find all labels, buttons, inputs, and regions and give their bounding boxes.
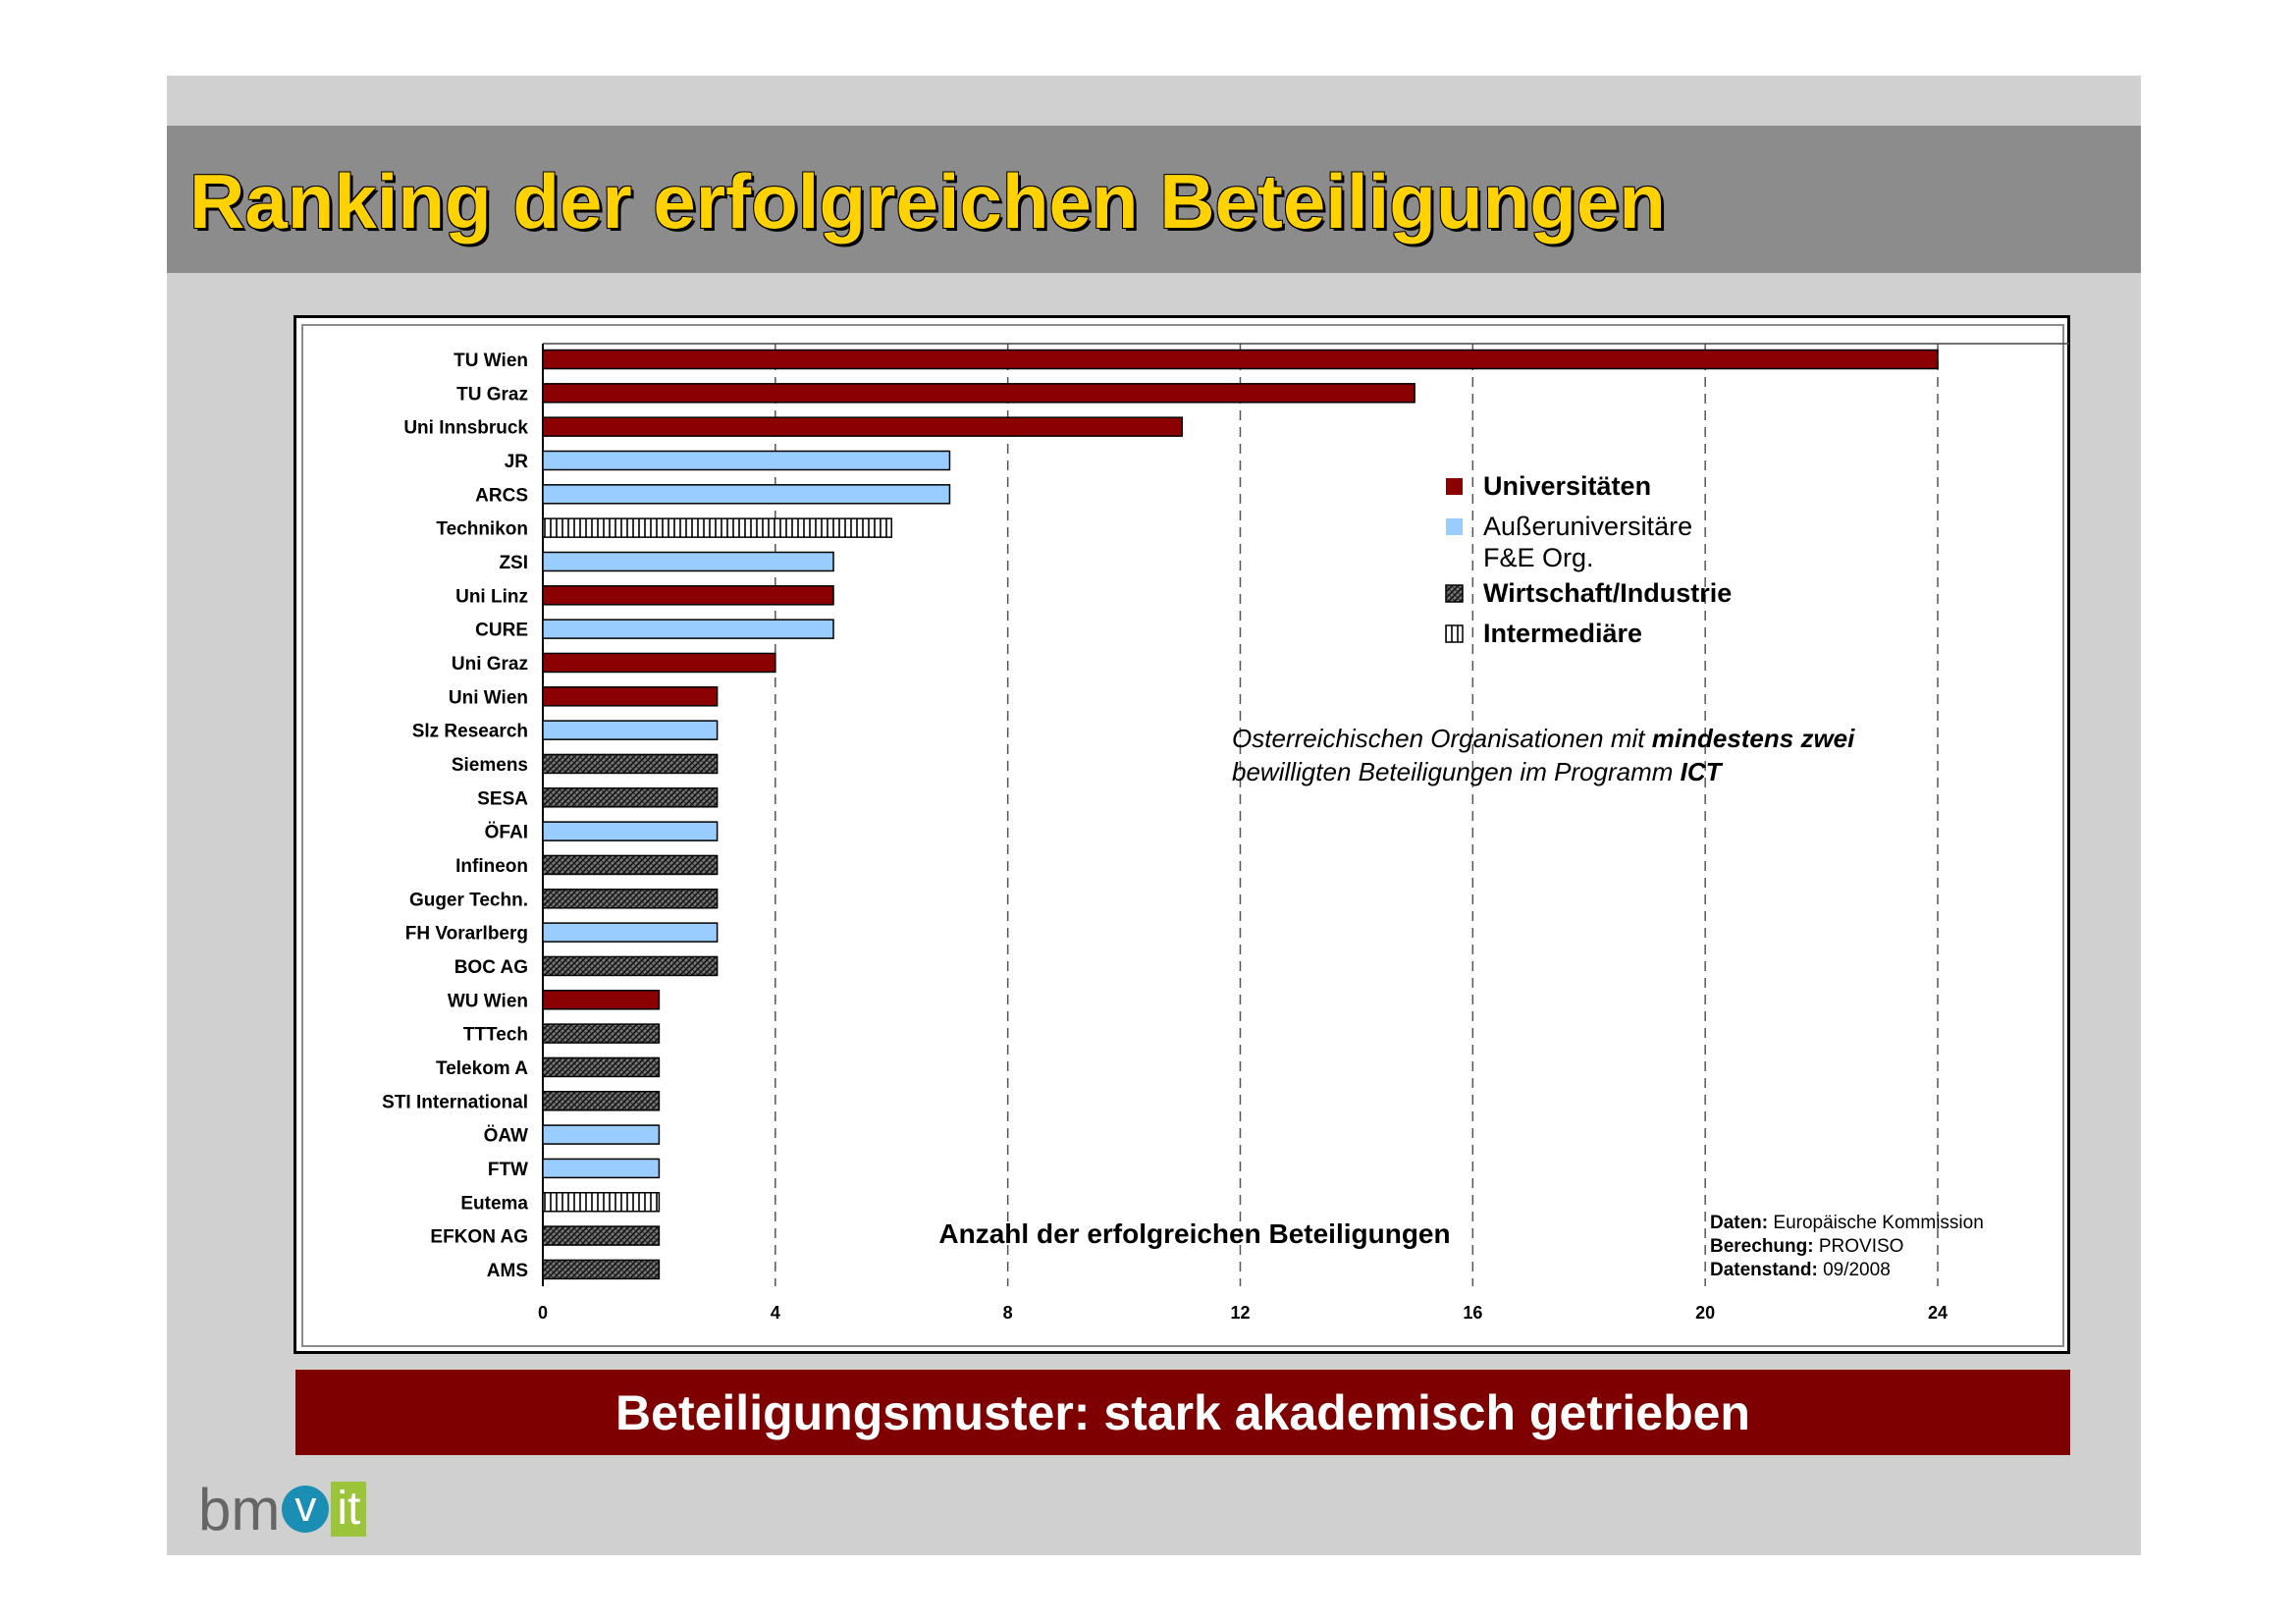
source-line: Daten: Europäische Kommission xyxy=(1710,1213,1984,1233)
category-label: TTTech xyxy=(463,1025,528,1046)
bar xyxy=(542,753,719,775)
slide-title: Ranking der erfolgreichen Beteiligungen xyxy=(189,158,1666,244)
category-label: Technikon xyxy=(436,519,528,540)
bar xyxy=(542,484,951,505)
bar xyxy=(542,1259,661,1280)
logo-suffix: it xyxy=(331,1482,367,1537)
x-tick-label: 12 xyxy=(1230,1303,1250,1323)
x-axis-title: Anzahl der erfolgreichen Beteiligungen xyxy=(938,1218,1450,1249)
category-label: Uni Graz xyxy=(452,654,528,675)
source-line: Datenstand: 09/2008 xyxy=(1710,1260,1891,1280)
category-label: FTW xyxy=(488,1160,528,1180)
x-tick-label: 16 xyxy=(1463,1303,1482,1323)
bar xyxy=(542,787,719,808)
bar xyxy=(542,889,719,909)
x-tick-label: 4 xyxy=(771,1303,780,1323)
bmvit-logo: bm v it xyxy=(198,1475,367,1543)
title-band xyxy=(167,126,2141,273)
x-tick-label: 8 xyxy=(1003,1303,1013,1323)
source-line: Berechung: PROVISO xyxy=(1710,1236,1903,1257)
bar xyxy=(542,1023,661,1044)
bar xyxy=(542,990,661,1010)
bar xyxy=(542,821,719,841)
category-label: JR xyxy=(505,452,529,472)
legend-label-line2: F&E Org. xyxy=(1483,543,1594,572)
category-label: EFKON AG xyxy=(430,1227,528,1248)
bar xyxy=(542,720,719,740)
logo-v: v xyxy=(282,1486,330,1533)
legend-label: Intermediäre xyxy=(1483,619,1642,648)
logo-prefix: bm xyxy=(198,1476,281,1542)
category-label: TU Wien xyxy=(454,351,528,371)
category-label: WU Wien xyxy=(448,991,528,1011)
category-label: Telekom A xyxy=(436,1058,528,1079)
x-tick-label: 20 xyxy=(1695,1303,1715,1323)
bar xyxy=(542,1091,661,1111)
category-label: TU Graz xyxy=(456,384,528,405)
legend-label: Außeruniversitäre xyxy=(1483,512,1692,541)
category-label: ARCS xyxy=(475,485,528,506)
bar xyxy=(542,1158,661,1179)
bar xyxy=(542,349,1939,370)
category-label: Infineon xyxy=(455,856,528,877)
legend-swatch xyxy=(1446,478,1463,495)
bar xyxy=(542,854,719,876)
bar xyxy=(542,585,834,606)
bar xyxy=(542,652,776,674)
category-label: SESA xyxy=(477,788,528,809)
category-label: BOC AG xyxy=(454,957,528,978)
bar xyxy=(542,383,1415,404)
annotation-line-1: Osterreichischen Organisationen mit mind… xyxy=(1232,724,1855,753)
bar xyxy=(542,619,834,639)
legend-label: Wirtschaft/Industrie xyxy=(1483,578,1732,608)
category-label: Guger Techn. xyxy=(409,890,528,910)
category-label: Eutema xyxy=(460,1193,528,1214)
legend-label: Universitäten xyxy=(1483,471,1651,501)
category-label: ZSI xyxy=(499,553,528,573)
category-label: Siemens xyxy=(452,755,528,776)
category-label: Uni Wien xyxy=(449,687,528,708)
bar xyxy=(542,450,951,471)
x-tick-label: 0 xyxy=(538,1303,548,1323)
category-label: ÖFAI xyxy=(485,823,528,843)
bar xyxy=(542,922,719,943)
category-label: AMS xyxy=(487,1261,528,1281)
category-label: FH Vorarlberg xyxy=(405,924,528,945)
bar xyxy=(542,551,834,572)
bar xyxy=(542,517,892,538)
bar xyxy=(542,686,719,707)
category-label: Uni Linz xyxy=(455,586,528,607)
category-label: CURE xyxy=(475,621,528,641)
annotation-line-2: bewilligten Beteiligungen im Programm IC… xyxy=(1232,757,1724,786)
bar xyxy=(542,955,719,977)
category-label: STI International xyxy=(382,1092,528,1112)
legend-swatch xyxy=(1445,624,1464,643)
legend-swatch xyxy=(1445,584,1464,603)
bar xyxy=(542,416,1184,437)
legend-swatch xyxy=(1446,518,1463,535)
bar xyxy=(542,1225,661,1246)
category-label: Uni Innsbruck xyxy=(403,418,528,439)
bar xyxy=(542,1056,661,1078)
x-tick-label: 24 xyxy=(1928,1303,1948,1323)
bar xyxy=(542,1124,661,1145)
conclusion-banner: Beteiligungsmuster: stark akademisch get… xyxy=(295,1370,2070,1455)
category-label: Slz Research xyxy=(412,722,528,742)
category-label: ÖAW xyxy=(484,1126,528,1147)
bar xyxy=(542,1192,661,1213)
